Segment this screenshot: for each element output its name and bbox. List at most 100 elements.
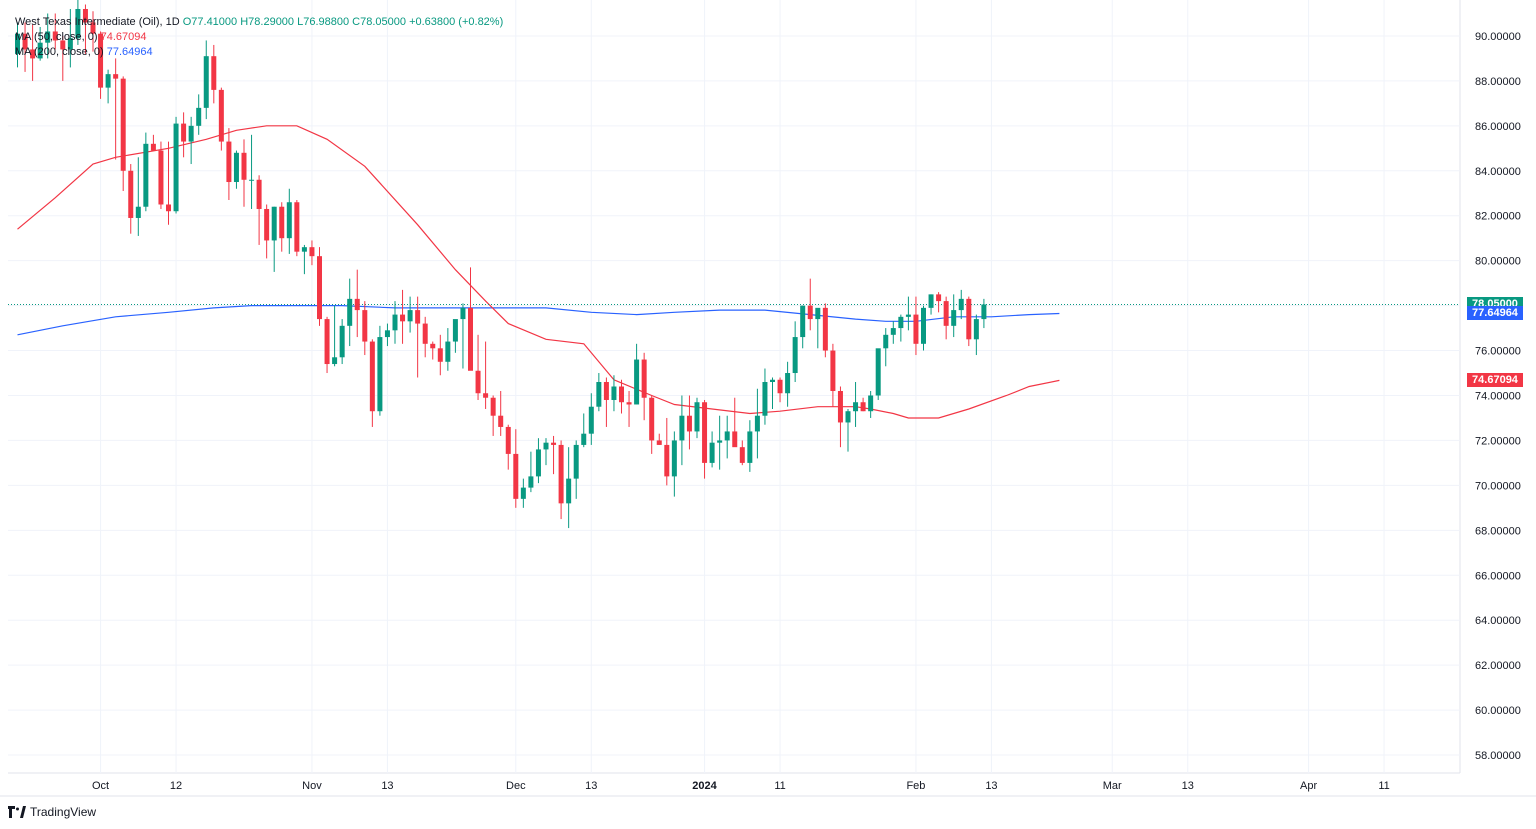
candle-body-down — [702, 402, 708, 463]
candle-body-down — [324, 319, 330, 365]
y-tick-label: 60.00000 — [1475, 705, 1521, 717]
candle-body-up — [573, 444, 579, 479]
candle-body-down — [649, 397, 655, 441]
candle-body-up — [347, 298, 353, 326]
candle-body-down — [513, 453, 519, 499]
chart-legend: West Texas Intermediate (Oil), 1D O77.41… — [15, 15, 503, 60]
candle-body-up — [958, 298, 964, 311]
candle-body-up — [249, 179, 255, 181]
candle-body-down — [966, 298, 972, 340]
candle-body-down — [430, 343, 436, 349]
candle-body-up — [951, 310, 957, 326]
candle-body-down — [362, 310, 368, 342]
candle-body-up — [566, 478, 572, 504]
candle-body-up — [921, 307, 926, 344]
candle-body-down — [664, 444, 670, 477]
candle-body-down — [52, 31, 58, 41]
candle-body-down — [369, 341, 375, 412]
y-tick-label: 82.00000 — [1475, 211, 1521, 223]
candle-body-down — [317, 256, 322, 320]
candle-body-down — [860, 402, 866, 412]
x-tick-label: 13 — [381, 780, 393, 792]
candle-body-down — [490, 397, 496, 416]
candle-body-up — [981, 304, 987, 320]
x-tick-label: 13 — [585, 780, 597, 792]
candle-body-down — [822, 307, 828, 351]
candle-body-up — [286, 202, 292, 239]
candle-body-down — [181, 123, 187, 142]
y-tick-label: 88.00000 — [1475, 76, 1521, 88]
candle-body-down — [415, 310, 421, 324]
y-tick-label: 86.00000 — [1475, 121, 1521, 133]
candle-body-down — [830, 350, 836, 391]
y-tick-label: 84.00000 — [1475, 166, 1521, 178]
candle-body-up — [37, 42, 43, 59]
tradingview-logo-icon — [8, 806, 26, 818]
legend-ma200-row[interactable]: MA (200, close, 0) 77.64964 — [15, 45, 503, 60]
candle-body-up — [905, 314, 911, 317]
x-tick-label: 13 — [985, 780, 997, 792]
candle-body-up — [634, 359, 640, 405]
candle-body-down — [309, 247, 315, 257]
candle-body-up — [543, 442, 549, 450]
candle-body-up — [233, 152, 239, 183]
candle-body-down — [422, 323, 428, 344]
legend-ma50-label: MA (50, close, 0) — [15, 31, 98, 43]
candle-body-down — [603, 382, 609, 400]
x-tick-label: 2024 — [692, 780, 717, 792]
candle-body-up — [588, 406, 594, 434]
candle-body-down — [837, 390, 843, 423]
candle-body-up — [15, 33, 20, 54]
candle-body-up — [528, 476, 534, 488]
candle-body-down — [626, 402, 632, 405]
candle-body-up — [75, 8, 81, 39]
candle-body-down — [656, 440, 662, 445]
candle-body-up — [762, 382, 768, 416]
candle-body-down — [437, 348, 443, 362]
candle-body-up — [535, 449, 541, 477]
candle-body-down — [468, 307, 473, 371]
y-tick-label: 58.00000 — [1475, 750, 1521, 762]
candle-body-up — [67, 38, 73, 50]
x-tick-label: 13 — [1182, 780, 1194, 792]
x-tick-label: 11 — [774, 780, 785, 792]
candle-body-down — [166, 204, 171, 212]
candle-body-down — [279, 206, 285, 239]
x-tick-label: Dec — [506, 780, 526, 792]
legend-ma50-row[interactable]: MA (50, close, 0) 74.67094 — [15, 30, 503, 45]
candle-body-up — [407, 310, 413, 322]
candle-body-down — [475, 370, 481, 394]
candle-body-down — [30, 49, 36, 59]
candle-body-down — [943, 301, 949, 326]
candle-body-down — [354, 298, 360, 311]
candle-body-up — [339, 325, 345, 358]
x-tick-label: Feb — [906, 780, 925, 792]
candle-body-up — [173, 123, 179, 212]
candle-body-up — [271, 206, 277, 241]
candle-body-down — [241, 152, 247, 180]
candle-body-down — [732, 431, 738, 448]
candle-body-up — [717, 440, 723, 443]
candle-body-down — [60, 40, 66, 50]
y-tick-label: 64.00000 — [1475, 615, 1521, 627]
candle-body-down — [90, 22, 96, 34]
candle-body-up — [770, 379, 775, 383]
candle-body-down — [936, 294, 942, 302]
candle-body-down — [686, 415, 692, 432]
candle-body-down — [264, 208, 270, 241]
candle-body-down — [483, 393, 489, 398]
x-tick-label: Nov — [302, 780, 322, 792]
candle-body-up — [792, 337, 798, 374]
y-tick-label: 68.00000 — [1475, 525, 1521, 537]
candle-body-up — [724, 431, 730, 441]
tradingview-logo[interactable]: TradingView — [8, 805, 96, 819]
candle-body-down — [498, 415, 504, 427]
y-tick-label: 70.00000 — [1475, 480, 1521, 492]
x-tick-label: 11 — [1378, 780, 1389, 792]
candle-body-up — [709, 442, 715, 463]
x-tick-label: Oct — [92, 780, 109, 792]
candle-body-up — [754, 415, 760, 432]
candle-body-down — [211, 56, 217, 90]
x-tick-label: 12 — [170, 780, 182, 792]
